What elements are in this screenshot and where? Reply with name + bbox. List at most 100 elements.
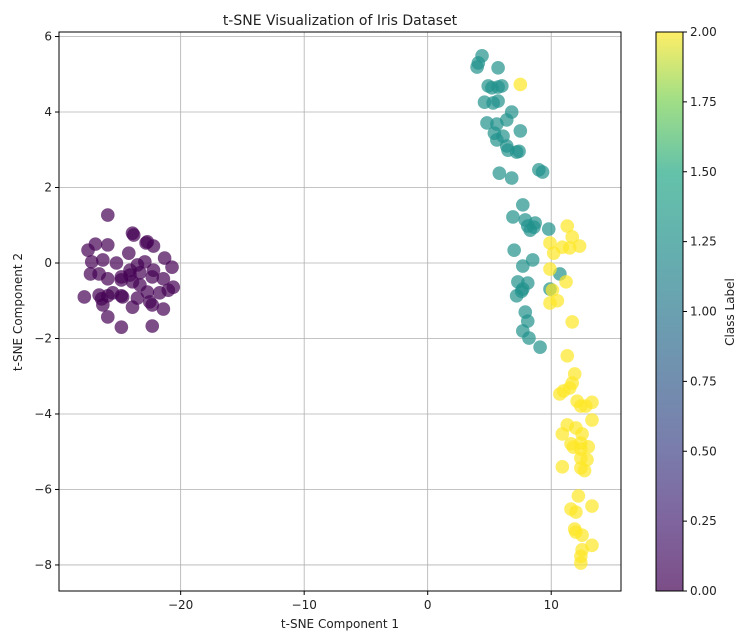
data-point-class-1 <box>504 171 519 185</box>
data-point-class-0 <box>100 310 115 324</box>
data-point-class-0 <box>100 272 115 286</box>
data-point-class-0 <box>145 298 160 312</box>
data-point-class-1 <box>491 94 505 108</box>
data-point-class-0 <box>133 278 147 292</box>
data-point-class-0 <box>114 273 129 287</box>
data-point-class-1 <box>506 210 520 224</box>
x-axis-ticks: −20 −10 0 10 <box>168 591 559 612</box>
data-point-class-0 <box>165 260 179 274</box>
data-point-class-1 <box>516 259 530 273</box>
data-point-class-0 <box>139 236 153 250</box>
data-point-class-2 <box>543 296 557 310</box>
x-tick-label: 0 <box>424 598 432 612</box>
data-point-class-0 <box>114 320 129 334</box>
colorbar-label: Class Label <box>723 278 737 346</box>
data-point-class-0 <box>125 300 140 314</box>
colorbar-tick-label: 0.00 <box>690 584 717 598</box>
data-point-class-0 <box>96 253 110 267</box>
data-point-class-2 <box>513 77 528 92</box>
chart-title: t-SNE Visualization of Iris Dataset <box>223 13 458 29</box>
data-point-class-0 <box>152 286 167 300</box>
data-point-class-2 <box>569 505 583 519</box>
data-point-class-0 <box>100 208 115 222</box>
data-point-class-2 <box>574 556 588 570</box>
data-point-class-1 <box>507 243 521 257</box>
data-point-class-2 <box>565 230 580 244</box>
y-axis-ticks: −8 −6 −4 −2 0 2 4 6 <box>34 30 59 572</box>
data-point-class-0 <box>88 237 103 251</box>
colorbar-tick-label: 1.25 <box>690 235 717 249</box>
data-point-class-2 <box>585 413 599 427</box>
y-tick-label: −6 <box>34 482 52 496</box>
data-point-class-2 <box>571 489 586 503</box>
data-point-class-1 <box>516 198 530 212</box>
data-point-class-0 <box>126 228 141 242</box>
data-point-class-1 <box>541 222 556 236</box>
y-tick-label: −8 <box>34 558 52 572</box>
data-point-class-1 <box>525 253 540 267</box>
plot-frame <box>58 31 622 592</box>
y-tick-label: 2 <box>44 181 52 195</box>
data-point-class-2 <box>569 421 583 435</box>
data-point-class-2 <box>577 463 592 478</box>
data-point-class-0 <box>123 263 137 277</box>
data-point-class-2 <box>565 315 580 329</box>
data-point-class-1 <box>499 113 514 127</box>
data-point-class-1 <box>470 60 484 74</box>
data-point-class-0 <box>100 238 115 252</box>
data-point-class-1 <box>491 61 505 75</box>
data-point-class-2 <box>572 239 587 253</box>
data-point-class-0 <box>109 256 124 270</box>
data-point-class-0 <box>115 290 130 304</box>
data-point-class-0 <box>156 272 171 286</box>
y-axis-label: t-SNE Component 2 <box>11 253 25 371</box>
data-point-class-1 <box>513 124 528 138</box>
data-point-class-1 <box>492 166 507 180</box>
data-point-class-2 <box>543 262 557 276</box>
data-point-class-0 <box>145 319 160 333</box>
data-point-class-2 <box>559 275 573 289</box>
data-point-class-0 <box>157 251 172 265</box>
data-point-class-1 <box>522 331 536 345</box>
data-point-class-1 <box>527 220 541 234</box>
colorbar-tick-label: 0.50 <box>690 444 717 458</box>
y-tick-label: 0 <box>44 256 52 270</box>
y-tick-label: −2 <box>34 331 52 345</box>
data-point-class-0 <box>121 246 136 260</box>
colorbar-tick-label: 0.75 <box>690 374 717 388</box>
data-point-class-2 <box>575 528 589 542</box>
data-point-class-2 <box>555 427 570 441</box>
scatter-points <box>77 48 599 570</box>
data-point-class-0 <box>94 292 109 306</box>
data-point-class-1 <box>490 133 504 147</box>
y-tick-label: 4 <box>44 105 52 119</box>
colorbar-gradient <box>656 32 683 591</box>
data-point-class-2 <box>545 283 560 297</box>
data-point-class-2 <box>553 387 567 401</box>
colorbar: 0.00 0.25 0.50 0.75 1.00 1.25 1.50 1.75 2.00 Cla… <box>655 25 737 598</box>
data-point-class-1 <box>533 340 547 354</box>
x-tick-label: −20 <box>168 598 193 612</box>
x-axis-label: t-SNE Component 1 <box>281 617 399 631</box>
grid-lines <box>59 32 621 591</box>
data-point-class-0 <box>145 270 160 284</box>
x-tick-label: −10 <box>292 598 317 612</box>
data-point-class-0 <box>84 255 99 269</box>
data-point-class-2 <box>581 440 596 454</box>
data-point-class-1 <box>495 79 509 93</box>
data-point-class-2 <box>560 349 575 363</box>
data-point-class-0 <box>156 302 171 316</box>
y-tick-label: 6 <box>44 30 52 44</box>
data-point-class-1 <box>514 284 529 299</box>
colorbar-tick-label: 2.00 <box>690 25 717 39</box>
data-point-class-2 <box>585 499 599 513</box>
colorbar-tick-label: 1.75 <box>690 95 717 109</box>
data-point-class-1 <box>512 144 526 159</box>
data-point-class-1 <box>535 165 550 179</box>
colorbar-tick-label: 1.00 <box>690 305 717 319</box>
data-point-class-2 <box>555 460 570 474</box>
y-tick-label: −4 <box>34 407 52 421</box>
data-point-class-2 <box>546 246 561 260</box>
data-point-class-2 <box>585 395 599 410</box>
